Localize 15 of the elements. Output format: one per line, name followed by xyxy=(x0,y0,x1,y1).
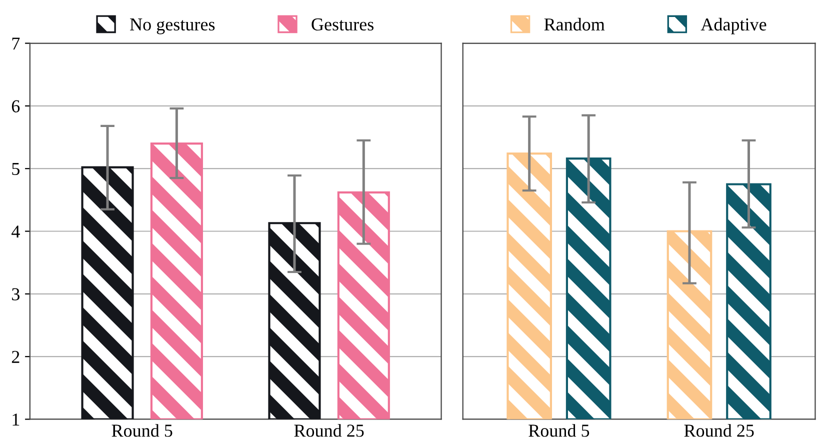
y-tick-label: 5 xyxy=(12,163,20,176)
y-tick-label: 7 xyxy=(12,38,20,50)
x-tick-label: Round 25 xyxy=(294,424,364,437)
x-tick-label: Round 25 xyxy=(684,424,754,437)
x-tick-label: Round 5 xyxy=(528,424,590,437)
legend-label: No gestures xyxy=(130,18,215,34)
legend-label: Gestures xyxy=(312,18,374,31)
y-tick-label: 1 xyxy=(12,414,20,426)
legend-label: Random xyxy=(544,18,605,31)
y-tick-label: 4 xyxy=(12,226,20,238)
y-tick-label: 3 xyxy=(12,288,20,300)
legend-label: Adaptive xyxy=(700,18,766,34)
y-tick-label: 6 xyxy=(12,100,20,112)
y-tick-label: 2 xyxy=(12,350,20,363)
x-tick-label: Round 5 xyxy=(112,424,172,437)
